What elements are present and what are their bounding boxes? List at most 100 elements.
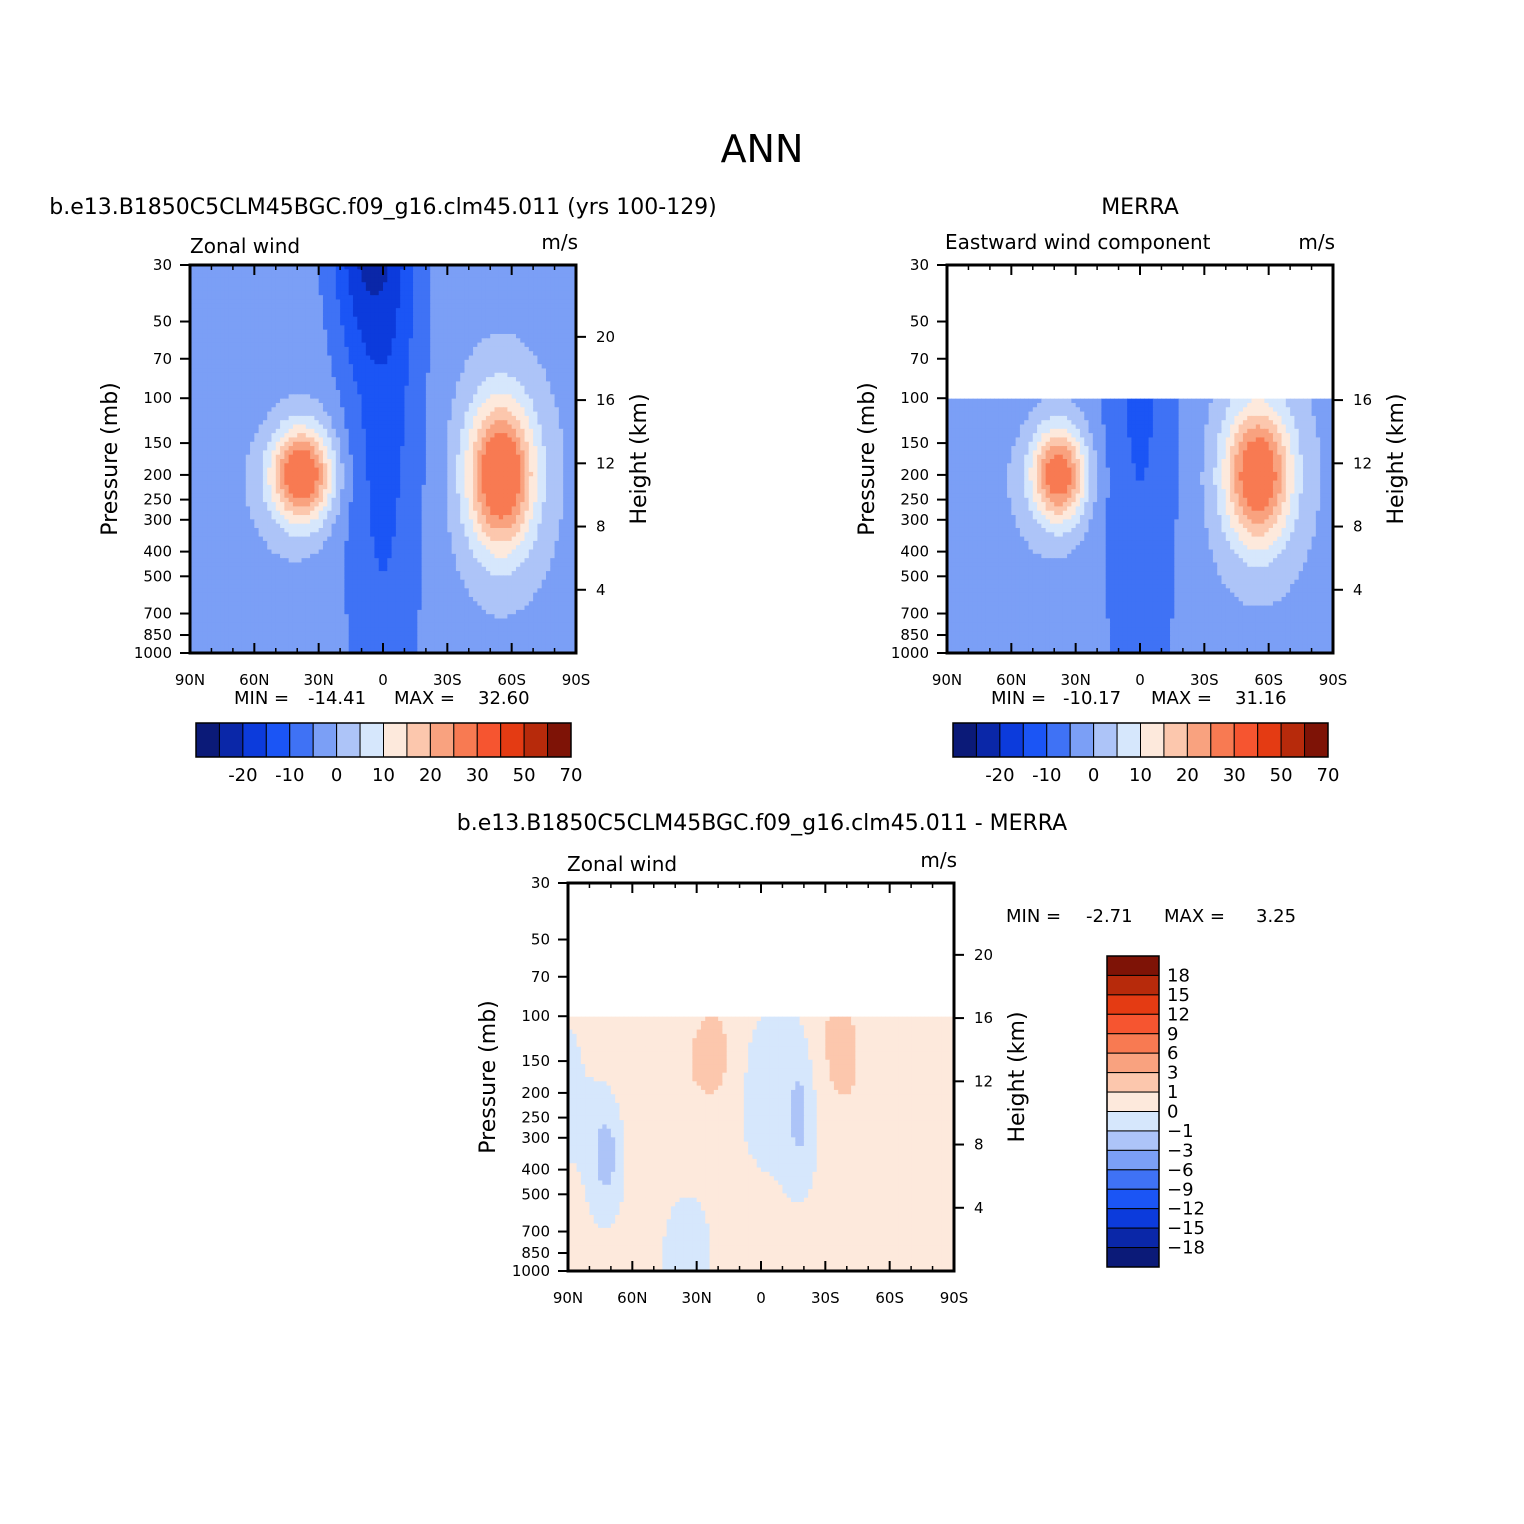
field-cell xyxy=(400,312,406,318)
field-cell xyxy=(194,338,200,344)
field-cell xyxy=(284,390,290,395)
field-cell xyxy=(430,450,436,456)
field-cell xyxy=(370,321,376,326)
field-cell xyxy=(348,325,354,331)
field-cell xyxy=(254,424,260,430)
field-cell xyxy=(558,420,564,426)
field-cell xyxy=(563,351,569,357)
field-cell xyxy=(284,290,290,296)
field-cell xyxy=(571,398,576,404)
field-cell xyxy=(408,459,414,464)
field-cell xyxy=(533,290,538,296)
field-cell xyxy=(391,424,397,430)
field-cell xyxy=(498,329,504,335)
field-cell xyxy=(322,377,328,382)
field-cell xyxy=(417,290,423,296)
field-cell xyxy=(417,415,423,421)
field-cell xyxy=(271,437,277,443)
field-cell xyxy=(434,299,440,305)
field-cell xyxy=(533,428,538,434)
field-cell xyxy=(340,377,345,382)
field-cell xyxy=(267,295,273,301)
field-cell xyxy=(400,372,406,378)
field-cell xyxy=(498,493,504,499)
field-cell xyxy=(202,286,208,292)
field-cell xyxy=(194,372,200,378)
field-cell xyxy=(310,471,315,477)
field-cell xyxy=(224,329,230,335)
field-cell xyxy=(481,273,487,279)
field-cell xyxy=(383,497,388,503)
field-cell xyxy=(241,269,247,275)
field-cell xyxy=(520,454,526,460)
field-cell xyxy=(327,420,333,426)
field-cell xyxy=(357,441,363,447)
field-cell xyxy=(434,355,440,361)
field-cell xyxy=(460,420,466,426)
field-cell xyxy=(558,480,564,486)
field-cell xyxy=(413,463,418,469)
field-cell xyxy=(417,329,423,335)
field-cell xyxy=(194,290,200,296)
field-cell xyxy=(348,368,354,374)
field-cell xyxy=(194,441,200,447)
field-cell xyxy=(477,316,483,322)
field-cell xyxy=(481,355,487,361)
field-cell xyxy=(425,381,431,387)
field-cell xyxy=(477,342,483,348)
field-cell xyxy=(494,390,500,395)
field-cell xyxy=(202,265,208,270)
field-cell xyxy=(310,299,315,305)
field-cell xyxy=(507,290,513,296)
field-cell xyxy=(520,411,526,417)
field-cell xyxy=(370,364,376,370)
field-cell xyxy=(258,295,264,301)
field-cell xyxy=(258,428,264,434)
field-cell xyxy=(395,493,401,499)
field-cell xyxy=(215,467,221,473)
field-cell xyxy=(305,459,311,464)
field-cell xyxy=(220,433,225,439)
field-cell xyxy=(207,502,213,508)
field-cell xyxy=(524,463,530,469)
field-cell xyxy=(348,480,354,486)
field-cell xyxy=(503,364,508,370)
field-cell xyxy=(438,308,444,314)
field-cell xyxy=(267,351,273,357)
field-cell xyxy=(490,346,496,352)
field-cell xyxy=(511,411,517,417)
field-cell xyxy=(344,441,350,447)
field-cell xyxy=(305,368,311,374)
field-cell xyxy=(400,407,406,413)
field-cell xyxy=(190,377,195,382)
field-cell xyxy=(348,364,354,370)
field-cell xyxy=(288,407,294,413)
field-cell xyxy=(344,489,350,495)
field-cell xyxy=(533,295,538,301)
field-cell xyxy=(314,321,320,326)
field-cell xyxy=(322,480,328,486)
field-cell xyxy=(275,467,281,473)
field-cell xyxy=(455,390,461,395)
field-cell xyxy=(528,321,534,326)
field-cell xyxy=(271,355,277,361)
field-cell xyxy=(344,394,350,400)
field-cell xyxy=(344,415,350,421)
field-cell xyxy=(215,450,221,456)
field-cell xyxy=(288,308,294,314)
field-cell xyxy=(404,364,410,370)
field-cell xyxy=(262,286,268,292)
field-cell xyxy=(443,471,448,477)
field-cell xyxy=(280,269,285,275)
field-cell xyxy=(563,325,569,331)
field-cell xyxy=(207,377,213,382)
field-cell xyxy=(198,351,204,357)
field-cell xyxy=(348,312,354,318)
field-cell xyxy=(258,329,264,335)
field-cell xyxy=(370,463,376,469)
field-cell xyxy=(515,471,521,477)
field-cell xyxy=(190,338,195,344)
field-cell xyxy=(352,433,358,439)
field-cell xyxy=(335,303,341,309)
